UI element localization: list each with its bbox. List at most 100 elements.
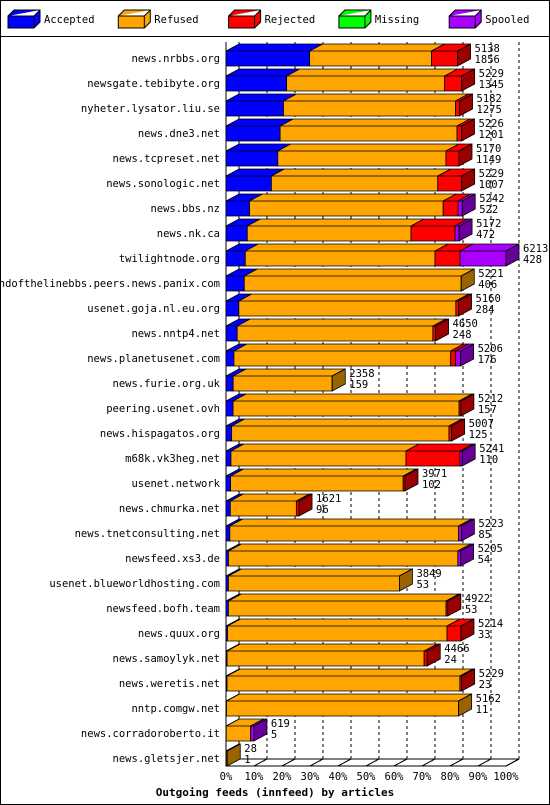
y-tick-label: news.hispagatos.org	[100, 428, 220, 440]
accepted-label: 53	[465, 604, 478, 616]
total-label: 5160	[476, 293, 501, 305]
accepted-label: 1201	[479, 129, 504, 141]
bar-side	[461, 193, 476, 217]
bar-side	[461, 118, 475, 142]
accepted-label: 1149	[476, 154, 501, 166]
y-tick-label: newsfeed.xs3.de	[125, 553, 220, 565]
total-label: 4922	[465, 593, 490, 605]
accepted-label: 1	[244, 754, 250, 766]
accepted-label: 1345	[479, 79, 504, 91]
bar-side	[458, 143, 473, 167]
y-tick-label: news.gletsjer.net	[113, 753, 220, 765]
bar-segment	[227, 593, 460, 617]
bar-side	[460, 268, 475, 292]
bar-segment	[226, 668, 474, 692]
y-tick-label: usenet.network	[131, 478, 220, 490]
accepted-label: 85	[478, 529, 491, 541]
total-label: 3971	[422, 468, 447, 480]
accepted-label: 11	[476, 704, 489, 716]
tick-mark	[309, 758, 324, 767]
accepted-label: 159	[349, 379, 368, 391]
total-label: 5212	[478, 393, 503, 405]
accepted-label: 102	[422, 479, 441, 491]
legend-swatch	[338, 9, 372, 29]
bar-segment	[270, 168, 451, 192]
y-tick-label: news.tnetconsulting.net	[75, 528, 220, 540]
bar-side	[458, 218, 473, 242]
total-label: 5214	[478, 618, 503, 630]
accepted-label: 428	[523, 254, 542, 266]
total-label: 3849	[416, 568, 441, 580]
total-label: 5221	[478, 268, 503, 280]
bar-segment	[232, 368, 346, 392]
y-tick-label: news.samoylyk.net	[113, 653, 220, 665]
bar-segment	[236, 318, 447, 342]
y-tick-label: news.chmurka.net	[119, 503, 220, 515]
accepted-label: 1856	[475, 54, 500, 66]
bar-side	[460, 518, 475, 542]
bar-segment	[249, 193, 457, 217]
accepted-label: 5	[271, 729, 277, 741]
legend-label: Refused	[154, 14, 198, 26]
total-label: 5229	[479, 68, 504, 80]
y-tick-label: usenet.goja.nl.eu.org	[87, 303, 220, 315]
chart-title: Outgoing feeds (innfeed) by articles	[156, 786, 394, 799]
y-tick-label: news.dne3.net	[138, 128, 220, 140]
accepted-label: 23	[479, 679, 492, 691]
total-label: 5242	[479, 193, 504, 205]
x-tick-label: 60%	[385, 771, 405, 783]
x-tick-label: 80%	[441, 771, 461, 783]
bar-segment	[229, 518, 472, 542]
total-label: 5226	[479, 118, 504, 130]
bar-segment	[246, 218, 425, 242]
total-label: 2358	[349, 368, 374, 380]
y-tick-label: endofthelinebbs.peers.news.panix.com	[0, 278, 220, 290]
total-label: 5223	[478, 518, 503, 530]
accepted-label: 284	[476, 304, 495, 316]
y-tick-label: news.planetusenet.com	[87, 353, 220, 365]
bar-side	[404, 468, 419, 492]
bar-side	[458, 293, 472, 317]
tick-mark	[477, 758, 492, 767]
tick-mark	[337, 758, 352, 767]
bar-segment	[227, 618, 461, 642]
total-label: 5241	[479, 443, 504, 455]
bar-segment	[309, 43, 445, 67]
bar-side	[461, 168, 476, 192]
bar-side	[253, 718, 268, 742]
bar-side	[435, 318, 449, 342]
accepted-label: 1007	[479, 179, 504, 191]
tick-mark	[281, 758, 296, 767]
total-label: 5229	[479, 668, 504, 680]
bar-segment	[277, 143, 460, 167]
bar-segment	[226, 643, 438, 667]
bar-segment	[238, 293, 470, 317]
legend-swatch	[228, 9, 262, 29]
x-tick-label: 50%	[357, 771, 377, 783]
bar-side	[459, 93, 473, 117]
bar-segment	[226, 693, 472, 717]
x-tick-label: 30%	[301, 771, 321, 783]
total-label: 6213	[523, 243, 548, 255]
bar-side	[399, 568, 413, 592]
bar-side	[505, 243, 520, 267]
bar-segment	[279, 118, 471, 142]
bar-side	[460, 543, 474, 567]
accepted-label: 96	[316, 504, 329, 516]
bar-side	[461, 668, 476, 692]
total-label: 619	[271, 718, 290, 730]
y-tick-label: news.nk.ca	[157, 228, 220, 240]
total-label: 4650	[453, 318, 478, 330]
y-tick-label: news.furie.org.uk	[113, 378, 221, 390]
total-label: 5182	[477, 93, 502, 105]
accepted-label: 53	[416, 579, 429, 591]
y-tick-label: newsfeed.bofh.team	[106, 603, 220, 615]
accepted-label: 406	[478, 279, 497, 291]
bar-side	[460, 618, 475, 642]
accepted-label: 176	[478, 354, 497, 366]
accepted-label: 157	[478, 404, 497, 416]
total-label: 28	[244, 743, 257, 755]
bar-side	[298, 493, 313, 517]
y-tick-label: nyheter.lysator.liu.se	[81, 103, 220, 115]
y-tick-label: news.tcpreset.net	[113, 153, 220, 165]
